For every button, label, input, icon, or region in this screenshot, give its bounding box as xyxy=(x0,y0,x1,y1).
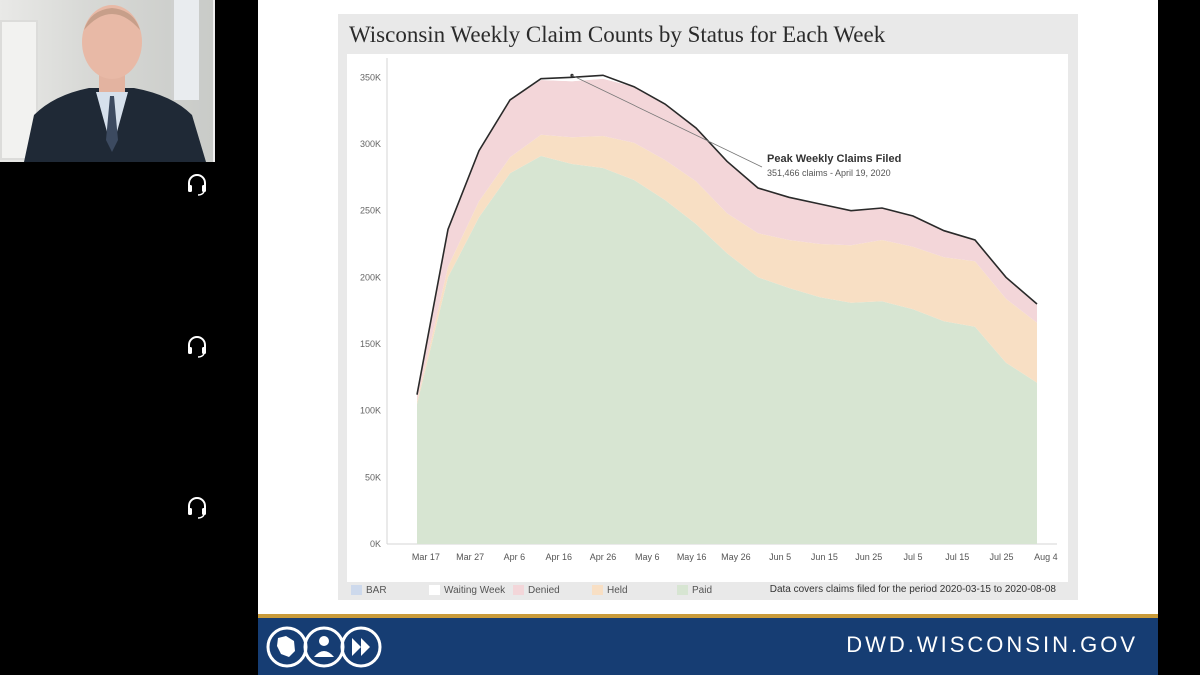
dwd-footer: DWD.WISCONSIN.GOV xyxy=(258,614,1158,675)
x-tick-label: May 26 xyxy=(721,552,751,562)
x-tick-label: Mar 17 xyxy=(412,552,440,562)
y-tick-label: 0K xyxy=(370,539,381,549)
area-chart: 0K 50K 100K 150K 200K 250K 300K 350K Mar 17 Mar 2… xyxy=(360,58,1058,562)
chart-container: Wisconsin Weekly Claim Counts by Status … xyxy=(338,14,1078,600)
total-claims-line xyxy=(416,74,1038,395)
x-tick-label: May 6 xyxy=(635,552,660,562)
chart-title: Wisconsin Weekly Claim Counts by Status … xyxy=(349,22,886,47)
headset-icon[interactable] xyxy=(185,495,209,519)
legend-item-waiting-week: Waiting Week xyxy=(429,584,505,596)
x-tick-label: Jul 25 xyxy=(990,552,1014,562)
y-tick-label: 200K xyxy=(360,272,381,282)
annotation-leader-line xyxy=(571,75,763,168)
legend-label: Held xyxy=(607,584,628,596)
legend-item-bar: BAR xyxy=(351,584,387,596)
x-tick-label: Apr 26 xyxy=(590,552,617,562)
x-tick-label: Apr 6 xyxy=(504,552,526,562)
x-tick-label: Apr 16 xyxy=(545,552,572,562)
legend-swatch xyxy=(351,585,362,595)
video-window xyxy=(171,0,199,100)
legend-label: BAR xyxy=(366,584,387,596)
annotation-title: Peak Weekly Claims Filed xyxy=(767,153,901,165)
legend-swatch xyxy=(592,585,603,595)
series-area-paid xyxy=(417,156,1037,544)
y-tick-label: 50K xyxy=(365,472,381,482)
y-tick-label: 350K xyxy=(360,72,381,82)
y-tick-label: 100K xyxy=(360,406,381,416)
footer-url[interactable]: DWD.WISCONSIN.GOV xyxy=(846,632,1138,657)
speaker-figure xyxy=(24,5,206,162)
x-tick-label: Aug 4 xyxy=(1034,552,1058,562)
legend-swatch xyxy=(677,585,688,595)
legend-item-denied: Denied xyxy=(513,584,560,596)
speaker-video[interactable] xyxy=(0,0,215,162)
dwd-logo xyxy=(266,626,382,668)
y-tick-label: 300K xyxy=(360,139,381,149)
legend-item-held: Held xyxy=(592,584,628,596)
legend-label: Waiting Week xyxy=(444,584,506,596)
legend-swatch xyxy=(429,585,440,595)
x-tick-label: Mar 27 xyxy=(456,552,484,562)
annotation-detail: 351,466 claims - April 19, 2020 xyxy=(767,168,891,178)
plot-panel: 0K 50K 100K 150K 200K 250K 300K 350K Mar 17 Mar 2… xyxy=(347,54,1068,582)
coverage-note: Data covers claims filed for the period … xyxy=(769,584,1056,595)
series-area-denied xyxy=(417,78,1037,402)
x-tick-label: Jul 5 xyxy=(903,552,922,562)
peak-marker xyxy=(570,73,574,77)
legend-label: Denied xyxy=(528,584,560,596)
x-tick-label: Jun 5 xyxy=(769,552,791,562)
y-tick-label: 150K xyxy=(360,339,381,349)
series-area-held xyxy=(417,134,1037,404)
legend-swatch xyxy=(513,585,524,595)
x-tick-label: Jun 15 xyxy=(811,552,838,562)
chart-legend: BAR Waiting Week Denied Held Paid Data cover… xyxy=(347,581,1068,600)
headset-icon[interactable] xyxy=(185,334,209,358)
x-tick-label: May 16 xyxy=(677,552,707,562)
presentation-slide: Wisconsin Weekly Claim Counts by Status … xyxy=(258,0,1158,675)
x-tick-label: Jun 25 xyxy=(855,552,882,562)
y-tick-label: 250K xyxy=(360,206,381,216)
x-tick-label: Jul 15 xyxy=(945,552,969,562)
legend-label: Paid xyxy=(692,584,713,596)
legend-item-paid: Paid xyxy=(677,584,712,596)
headset-icon[interactable] xyxy=(185,172,209,196)
